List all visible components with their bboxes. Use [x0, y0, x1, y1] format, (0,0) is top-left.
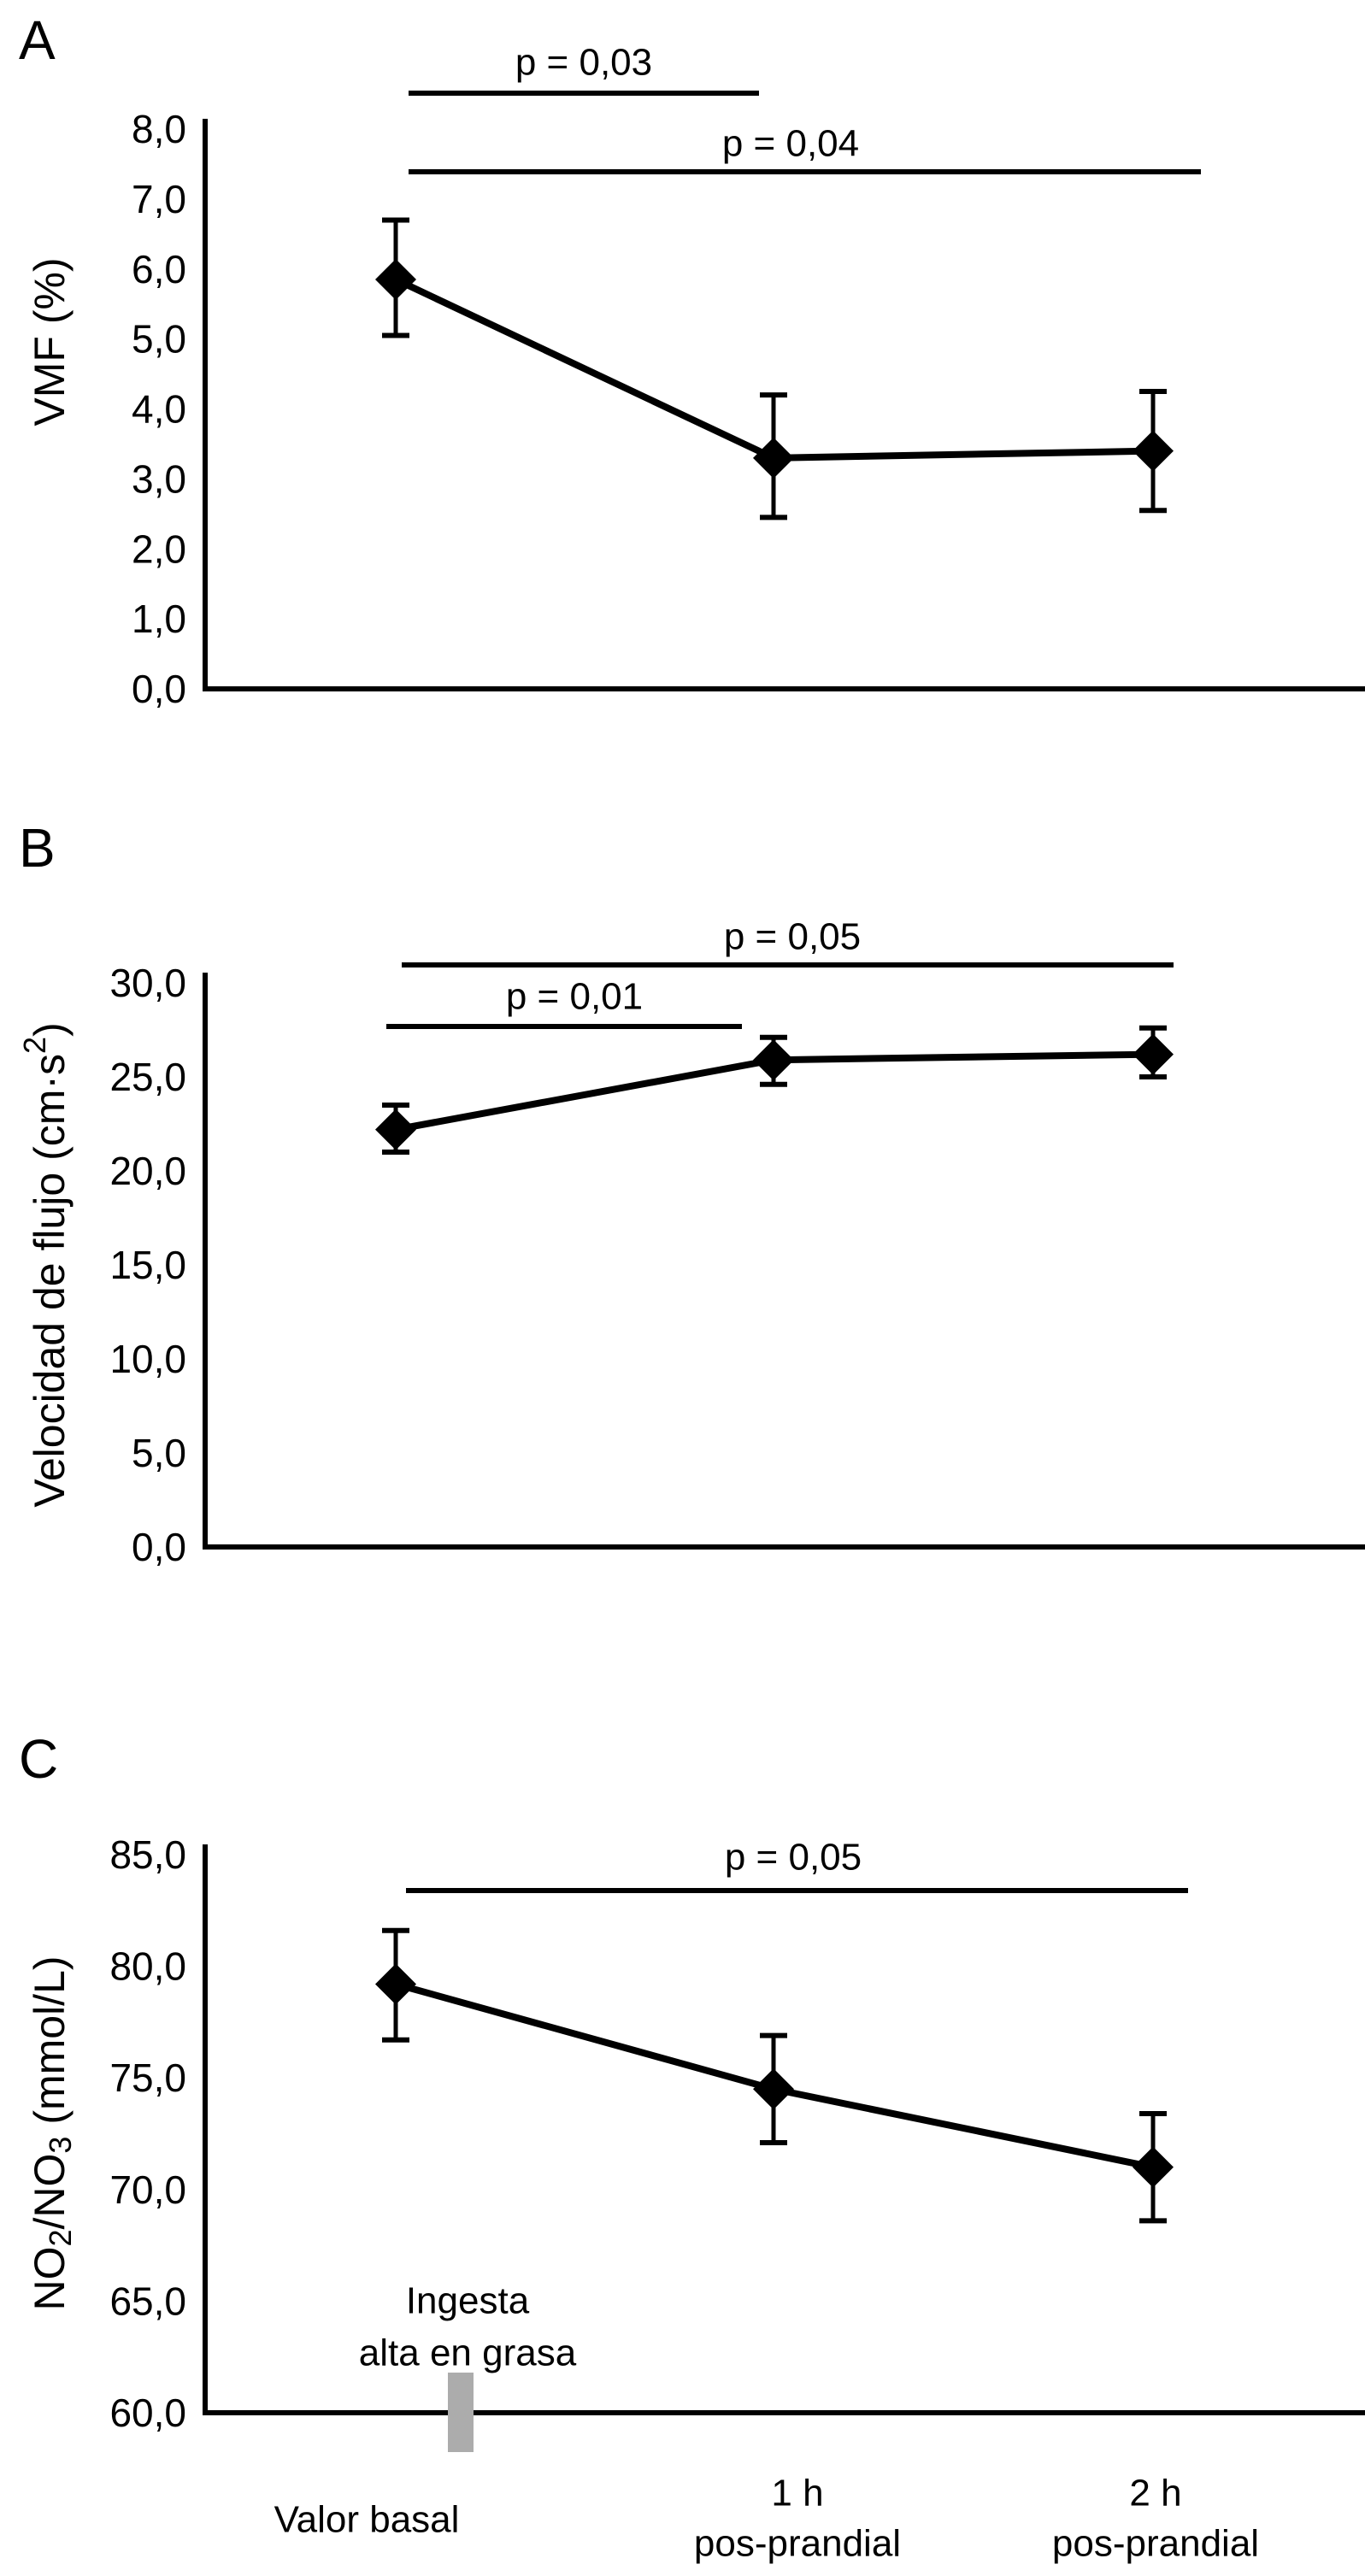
y-tick-label: 5,0 [132, 1431, 186, 1475]
data-point-diamond [375, 1109, 416, 1150]
significance-label: p = 0,04 [722, 123, 859, 165]
significance-label: p = 0,03 [515, 42, 652, 84]
panel-c-letter: C [19, 1728, 59, 1790]
data-point-diamond [375, 1963, 416, 2005]
data-point-diamond [753, 437, 794, 479]
y-tick-label: 10,0 [109, 1337, 186, 1381]
x-category-label: Valor basal [274, 2499, 460, 2541]
y-tick-label: 60,0 [109, 2391, 186, 2435]
y-tick-label: 3,0 [132, 456, 186, 501]
data-point-diamond [1133, 430, 1174, 472]
annotation-text: Ingesta [406, 2280, 530, 2322]
panel-b-letter: B [19, 817, 56, 879]
data-point-diamond [1133, 2146, 1174, 2188]
y-axis-title: VMF (%) [26, 257, 74, 426]
y-tick-label: 4,0 [132, 387, 186, 432]
y-tick-label: 85,0 [109, 1832, 186, 1877]
y-tick-label: 30,0 [109, 961, 186, 1005]
y-tick-label: 8,0 [132, 107, 186, 151]
significance-label: p = 0,05 [725, 1837, 862, 1879]
x-category-label: pos-prandial [694, 2523, 901, 2565]
data-point-diamond [753, 2068, 794, 2110]
y-tick-label: 20,0 [109, 1149, 186, 1193]
data-point-diamond [1133, 1033, 1174, 1075]
y-axis-title-part: /NO [26, 2154, 74, 2230]
x-category-label: pos-prandial [1052, 2523, 1259, 2565]
y-tick-label: 0,0 [132, 667, 186, 711]
panel-c-chart: 85,0 80,0 75,0 70,0 65,0 60,0 NO2/NO3 (mmol/L)… [26, 1832, 1365, 2565]
significance-label: p = 0,05 [724, 916, 861, 958]
y-tick-label: 70,0 [109, 2167, 186, 2212]
y-tick-label: 25,0 [109, 1055, 186, 1099]
y-tick-label: 65,0 [109, 2279, 186, 2323]
y-tick-label: 2,0 [132, 526, 186, 571]
y-axis-title-part: VMF (%) [26, 257, 74, 426]
y-axis-title-part: (mmol/L) [26, 1956, 74, 2136]
panel-b: B 30,0 25,0 20,0 15,0 10,0 5,0 0,0 Velocidad de… [0, 795, 1365, 1650]
y-axis-title-part: ) [26, 1022, 74, 1037]
y-axis-title: Velocidad de flujo (cm·s2) [17, 1022, 74, 1508]
y-tick-label: 6,0 [132, 247, 186, 291]
y-tick-label: 0,0 [132, 1525, 186, 1569]
y-axis-title-part: 2 [43, 2230, 78, 2247]
y-tick-label: 80,0 [109, 1944, 186, 1989]
panel-a-letter: A [19, 9, 56, 71]
x-category-label: 2 h [1129, 2473, 1181, 2514]
y-axis-title-part: NO [26, 2247, 74, 2311]
panel-a: A 8,0 7,0 6,0 5,0 4,0 3,0 2,0 1,0 0,0 VMF (%) p = … [0, 0, 1365, 795]
y-axis-title-part: Velocidad de flujo (cm·s [26, 1054, 74, 1508]
y-tick-label: 5,0 [132, 317, 186, 362]
annotation-text: alta en grasa [359, 2332, 577, 2374]
y-tick-label: 1,0 [132, 597, 186, 641]
y-axis-title: NO2/NO3 (mmol/L) [26, 1956, 78, 2310]
y-tick-label: 75,0 [109, 2056, 186, 2100]
x-category-label: 1 h [771, 2473, 823, 2514]
panel-a-chart: 8,0 7,0 6,0 5,0 4,0 3,0 2,0 1,0 0,0 VMF (%) p = 0,… [26, 42, 1365, 711]
meal-marker-bar [448, 2373, 474, 2452]
data-point-diamond [375, 259, 416, 301]
significance-label: p = 0,01 [506, 976, 643, 1018]
panel-b-chart: 30,0 25,0 20,0 15,0 10,0 5,0 0,0 Velocidad de f… [17, 916, 1365, 1569]
y-tick-label: 7,0 [132, 177, 186, 221]
y-tick-label: 15,0 [109, 1243, 186, 1287]
data-point-diamond [753, 1039, 794, 1081]
panel-c: C 85,0 80,0 75,0 70,0 65,0 60,0 NO2/NO3 (mmol/… [0, 1650, 1365, 2576]
y-axis-title-part: 3 [43, 2137, 78, 2154]
y-axis-title-part: 2 [17, 1037, 52, 1054]
